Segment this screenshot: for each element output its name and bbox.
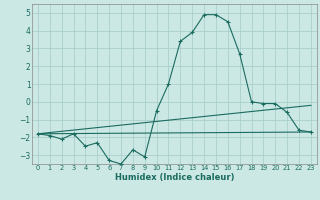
X-axis label: Humidex (Indice chaleur): Humidex (Indice chaleur) xyxy=(115,173,234,182)
